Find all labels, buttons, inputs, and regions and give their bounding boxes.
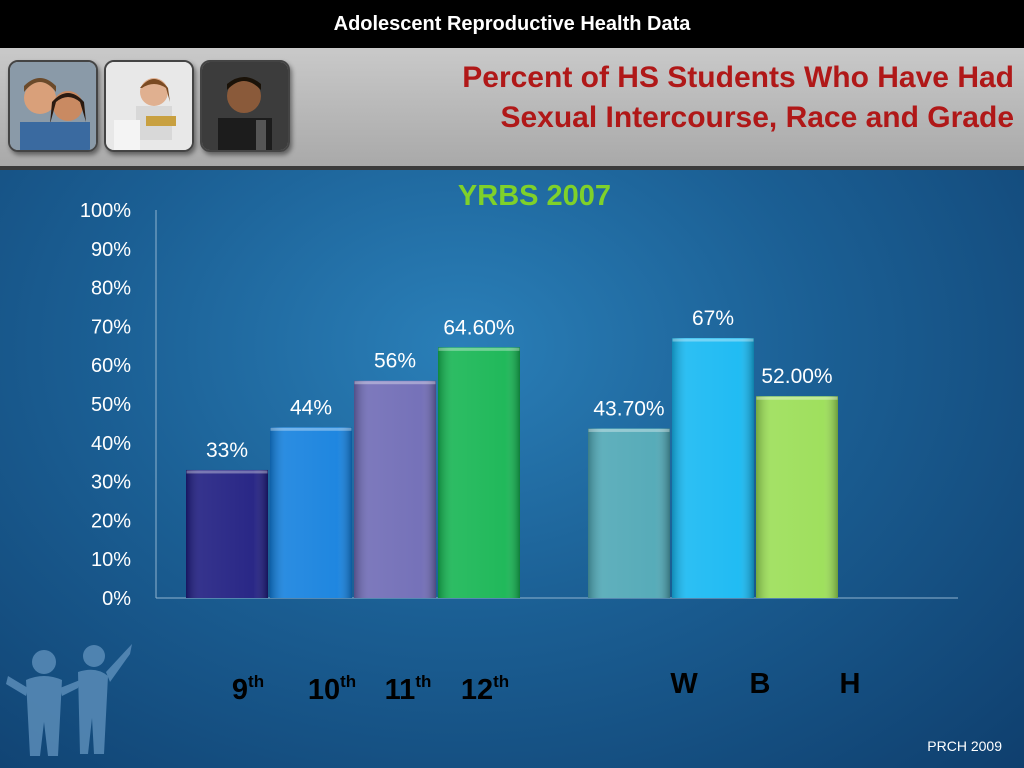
slide-title: Percent of HS Students Who Have Had Sexu… — [314, 58, 1014, 138]
category-label-suffix: th — [248, 672, 265, 691]
category-label-suffix: th — [493, 672, 510, 691]
y-tick-label: 20% — [91, 510, 131, 532]
bar-top-highlight — [756, 396, 838, 400]
slide-title-line-1: Percent of HS Students Who Have Had — [462, 61, 1014, 94]
bar-top-highlight — [438, 347, 520, 351]
category-label: 12th — [460, 672, 510, 707]
data-label: 44% — [290, 396, 332, 419]
bar-top-highlight — [270, 427, 352, 431]
bar-shading — [354, 380, 436, 598]
bar-shading — [588, 428, 670, 598]
teen-girl-photo — [104, 60, 194, 152]
y-tick-label: 70% — [91, 316, 131, 338]
category-label: H — [840, 668, 861, 701]
category-label-text: 12 — [460, 674, 494, 706]
data-label: 52.00% — [761, 365, 832, 388]
bar-shading — [270, 427, 352, 598]
category-label: B — [750, 668, 771, 701]
top-banner: Adolescent Reproductive Health Data — [0, 0, 1024, 48]
banner-title: Adolescent Reproductive Health Data — [333, 12, 691, 35]
y-tick-label: 60% — [91, 355, 131, 377]
data-label: 67% — [692, 307, 734, 330]
category-label: 9th — [231, 672, 265, 707]
category-label: 10th — [307, 672, 357, 707]
bar-top-highlight — [186, 470, 268, 474]
slide-header: Percent of HS Students Who Have Had Sexu… — [0, 48, 1024, 170]
teen-couple-photo — [8, 60, 98, 152]
chart-title: YRBS 2007 — [457, 180, 612, 212]
y-tick-label: 10% — [91, 549, 131, 571]
category-label-suffix: th — [415, 672, 432, 691]
category-label: 11th — [384, 672, 432, 707]
slide-title-line-2: Sexual Intercourse, Race and Grade — [500, 101, 1014, 134]
category-label-text: 10 — [307, 674, 341, 706]
y-tick-label: 40% — [91, 433, 131, 455]
data-label: 64.60% — [443, 316, 514, 339]
y-tick-label: 80% — [91, 278, 131, 300]
category-label-text: 11 — [384, 674, 416, 706]
y-tick-label: 90% — [91, 239, 131, 261]
bar-top-highlight — [354, 381, 436, 385]
category-label: W — [670, 668, 697, 701]
y-tick-label: 0% — [102, 588, 131, 610]
y-tick-label: 100% — [80, 200, 131, 222]
bar-shading — [672, 338, 754, 598]
teen-boy-photo — [200, 60, 290, 152]
footer-credit: PRCH 2009 — [927, 738, 1002, 754]
bar-shading — [756, 396, 838, 598]
category-label-text: B — [749, 668, 771, 700]
category-label-text: 9 — [231, 674, 249, 706]
bar-top-highlight — [672, 338, 754, 342]
y-tick-label: 30% — [91, 472, 131, 494]
category-label-text: W — [670, 668, 698, 700]
data-label: 33% — [206, 439, 248, 462]
bar-top-highlight — [588, 428, 670, 432]
category-label-text: H — [839, 668, 861, 700]
bar-shading — [186, 469, 268, 598]
family-logo-icon — [6, 644, 132, 756]
y-tick-label: 50% — [91, 394, 131, 416]
bar-shading — [438, 347, 520, 598]
data-label: 43.70% — [593, 397, 664, 420]
category-label-suffix: th — [340, 672, 357, 691]
data-label: 56% — [374, 350, 416, 373]
